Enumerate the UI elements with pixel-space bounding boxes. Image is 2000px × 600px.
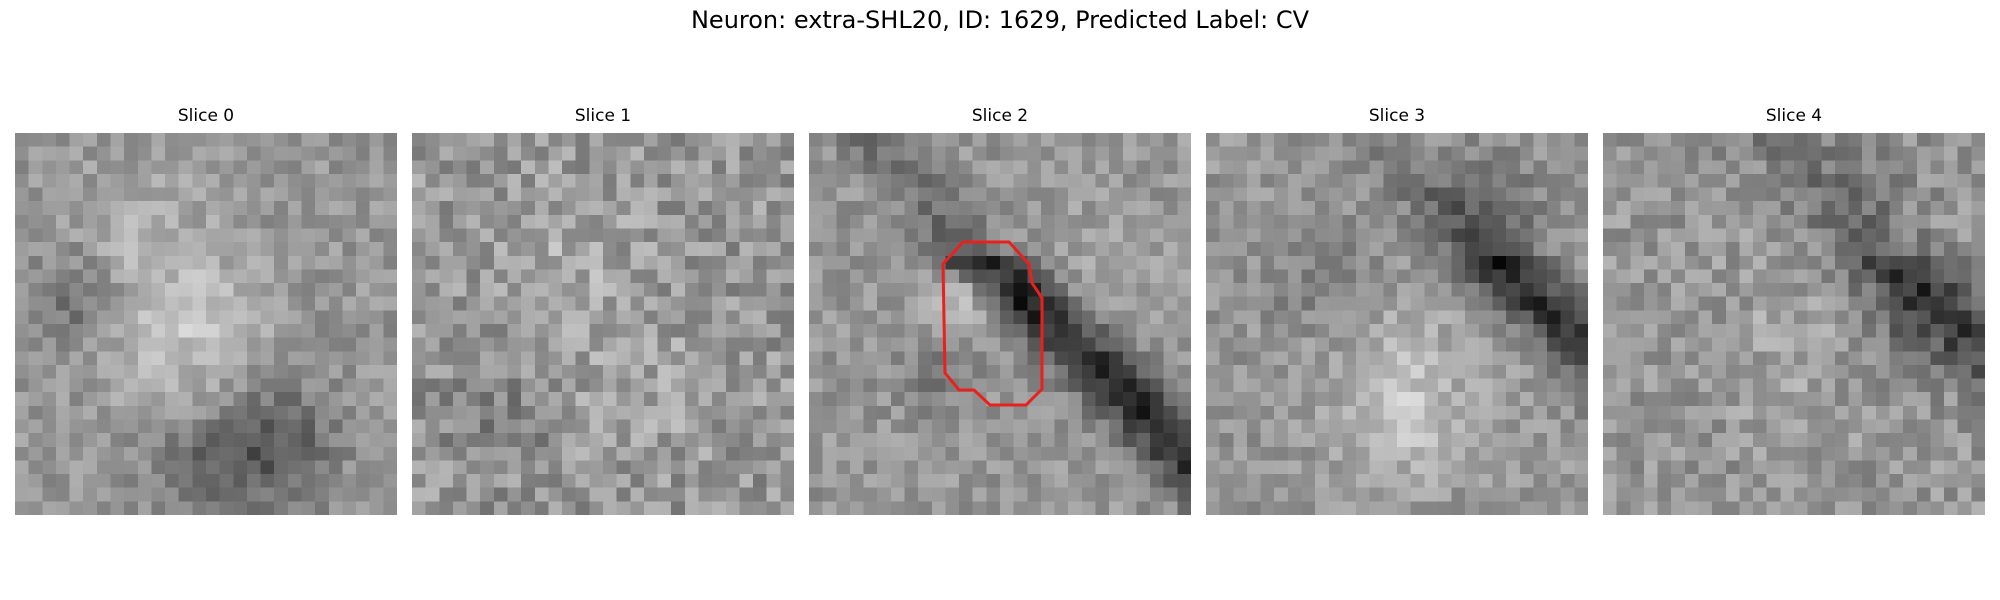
slice-title: Slice 1: [574, 106, 632, 126]
figure-title: Neuron: extra-SHL20, ID: 1629, Predicted…: [690, 6, 1310, 34]
roi-contour: [941, 240, 1044, 407]
slice-image: [15, 133, 397, 515]
slice-title: Slice 4: [1765, 106, 1823, 126]
slice-image: [1206, 133, 1588, 515]
slice-title: Slice 3: [1368, 106, 1426, 126]
slice-title: Slice 2: [971, 106, 1029, 126]
slice-image: [412, 133, 794, 515]
slice-image: [1603, 133, 1985, 515]
slice-image: [809, 133, 1191, 515]
slice-title: Slice 0: [177, 106, 235, 126]
roi-outline: [941, 240, 1044, 407]
